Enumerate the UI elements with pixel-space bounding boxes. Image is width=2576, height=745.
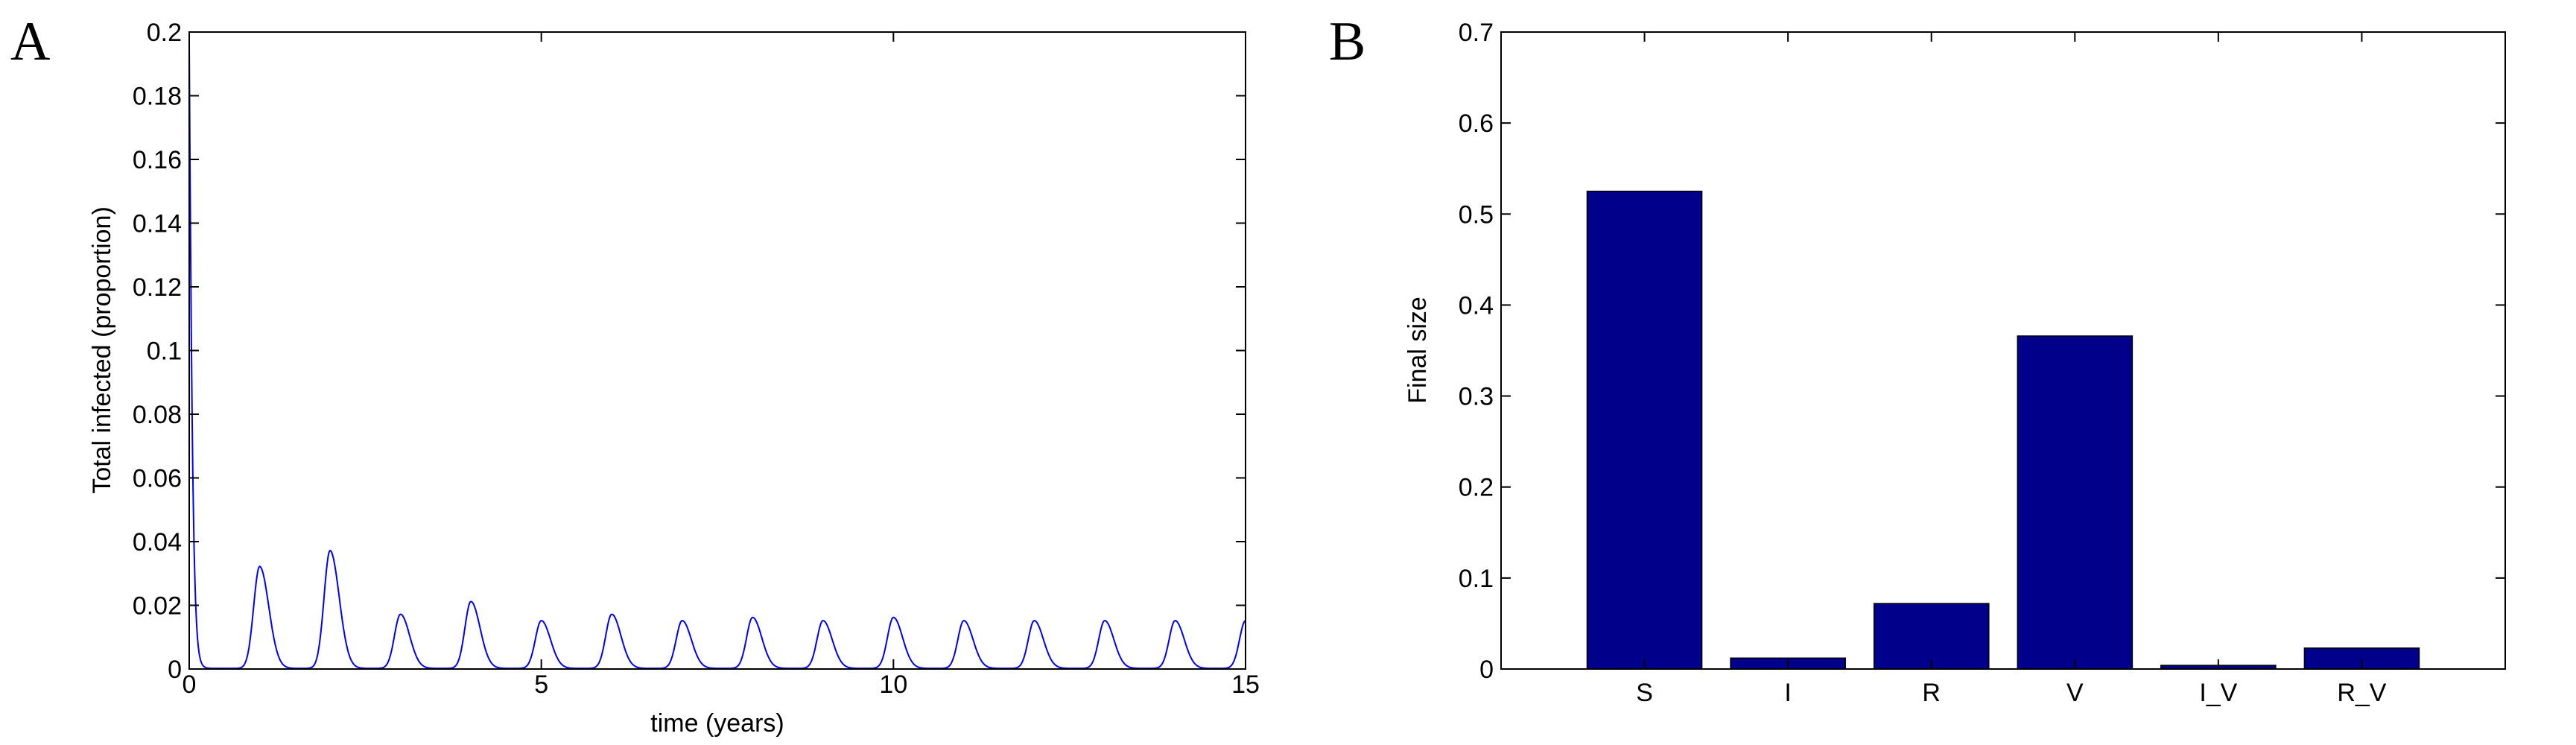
x-axis-label: time (years) xyxy=(650,709,784,738)
bar-series-group xyxy=(1586,190,2420,670)
y-tick-labels-b: 0 0.1 0.2 0.3 0.4 0.5 0.6 0.7 xyxy=(1459,19,1494,684)
y-tick-label: 0 xyxy=(1479,656,1494,684)
x-tick-labels-a: 0 5 10 15 xyxy=(183,670,1260,699)
y-tick-label: 0.4 xyxy=(1459,291,1494,320)
x-tick-labels-b: S I R V I_V R_V xyxy=(1636,679,2387,707)
line-series xyxy=(188,44,1246,670)
bar-s xyxy=(1586,190,1703,670)
x-tick-label: 15 xyxy=(1231,670,1260,699)
x-tick-label: S xyxy=(1636,679,1653,707)
panel-letter-a: A xyxy=(10,11,50,72)
y-tick-label: 0.02 xyxy=(133,592,182,621)
y-tick-label: 0.1 xyxy=(1459,565,1494,593)
x-tick-label: R xyxy=(1922,679,1941,707)
x-tick-label: R_V xyxy=(2337,679,2386,707)
axis-ticks-b xyxy=(1501,31,2505,670)
axis-ticks-a xyxy=(188,31,1246,670)
line-series-group xyxy=(188,44,1246,670)
plot-frame-a xyxy=(188,31,1246,670)
x-tick-label: I_V xyxy=(2199,679,2237,707)
x-tick-label: V xyxy=(2066,679,2084,707)
y-axis-label: Total infected (proportion) xyxy=(88,206,116,494)
x-tick-label: 0 xyxy=(183,670,197,699)
y-tick-labels-a: 0 0.02 0.04 0.06 0.08 0.1 0.12 0.14 0.16 0.18 0.2 xyxy=(133,19,182,684)
panel-b: B S I R V I_V R_V 0 0.1 0.2 0.3 0.4 0.5 0.6 0.7 Fina… xyxy=(1329,11,2506,707)
y-tick-label: 0.5 xyxy=(1459,200,1494,229)
y-tick-label: 0.08 xyxy=(133,401,182,429)
plot-frame-b xyxy=(1500,31,2506,670)
bar-r xyxy=(1873,603,1990,670)
y-tick-label: 0.2 xyxy=(1459,474,1494,502)
y-tick-label: 0.16 xyxy=(133,146,182,174)
x-tick-label: 5 xyxy=(534,670,548,699)
bar-v xyxy=(2017,335,2134,670)
y-tick-label: 0.12 xyxy=(133,273,182,302)
y-tick-label: 0.6 xyxy=(1459,110,1494,138)
panel-letter-b: B xyxy=(1329,11,1365,72)
x-tick-label: 10 xyxy=(879,670,907,699)
y-tick-label: 0.14 xyxy=(133,210,182,238)
x-tick-label: I xyxy=(1784,679,1791,707)
y-tick-label: 0.1 xyxy=(147,337,182,366)
y-tick-label: 0.2 xyxy=(147,19,182,47)
y-tick-label: 0.7 xyxy=(1459,19,1494,47)
y-tick-label: 0.18 xyxy=(133,83,182,111)
y-tick-label: 0.04 xyxy=(133,528,182,557)
y-axis-label: Final size xyxy=(1403,297,1432,404)
y-tick-label: 0.06 xyxy=(133,465,182,493)
y-tick-label: 0 xyxy=(168,656,182,684)
y-tick-label: 0.3 xyxy=(1459,383,1494,411)
panel-a: A 0 5 10 15 0 0.02 0.04 0.06 0.08 0.1 0.12 0.14 0.1… xyxy=(10,11,1260,738)
